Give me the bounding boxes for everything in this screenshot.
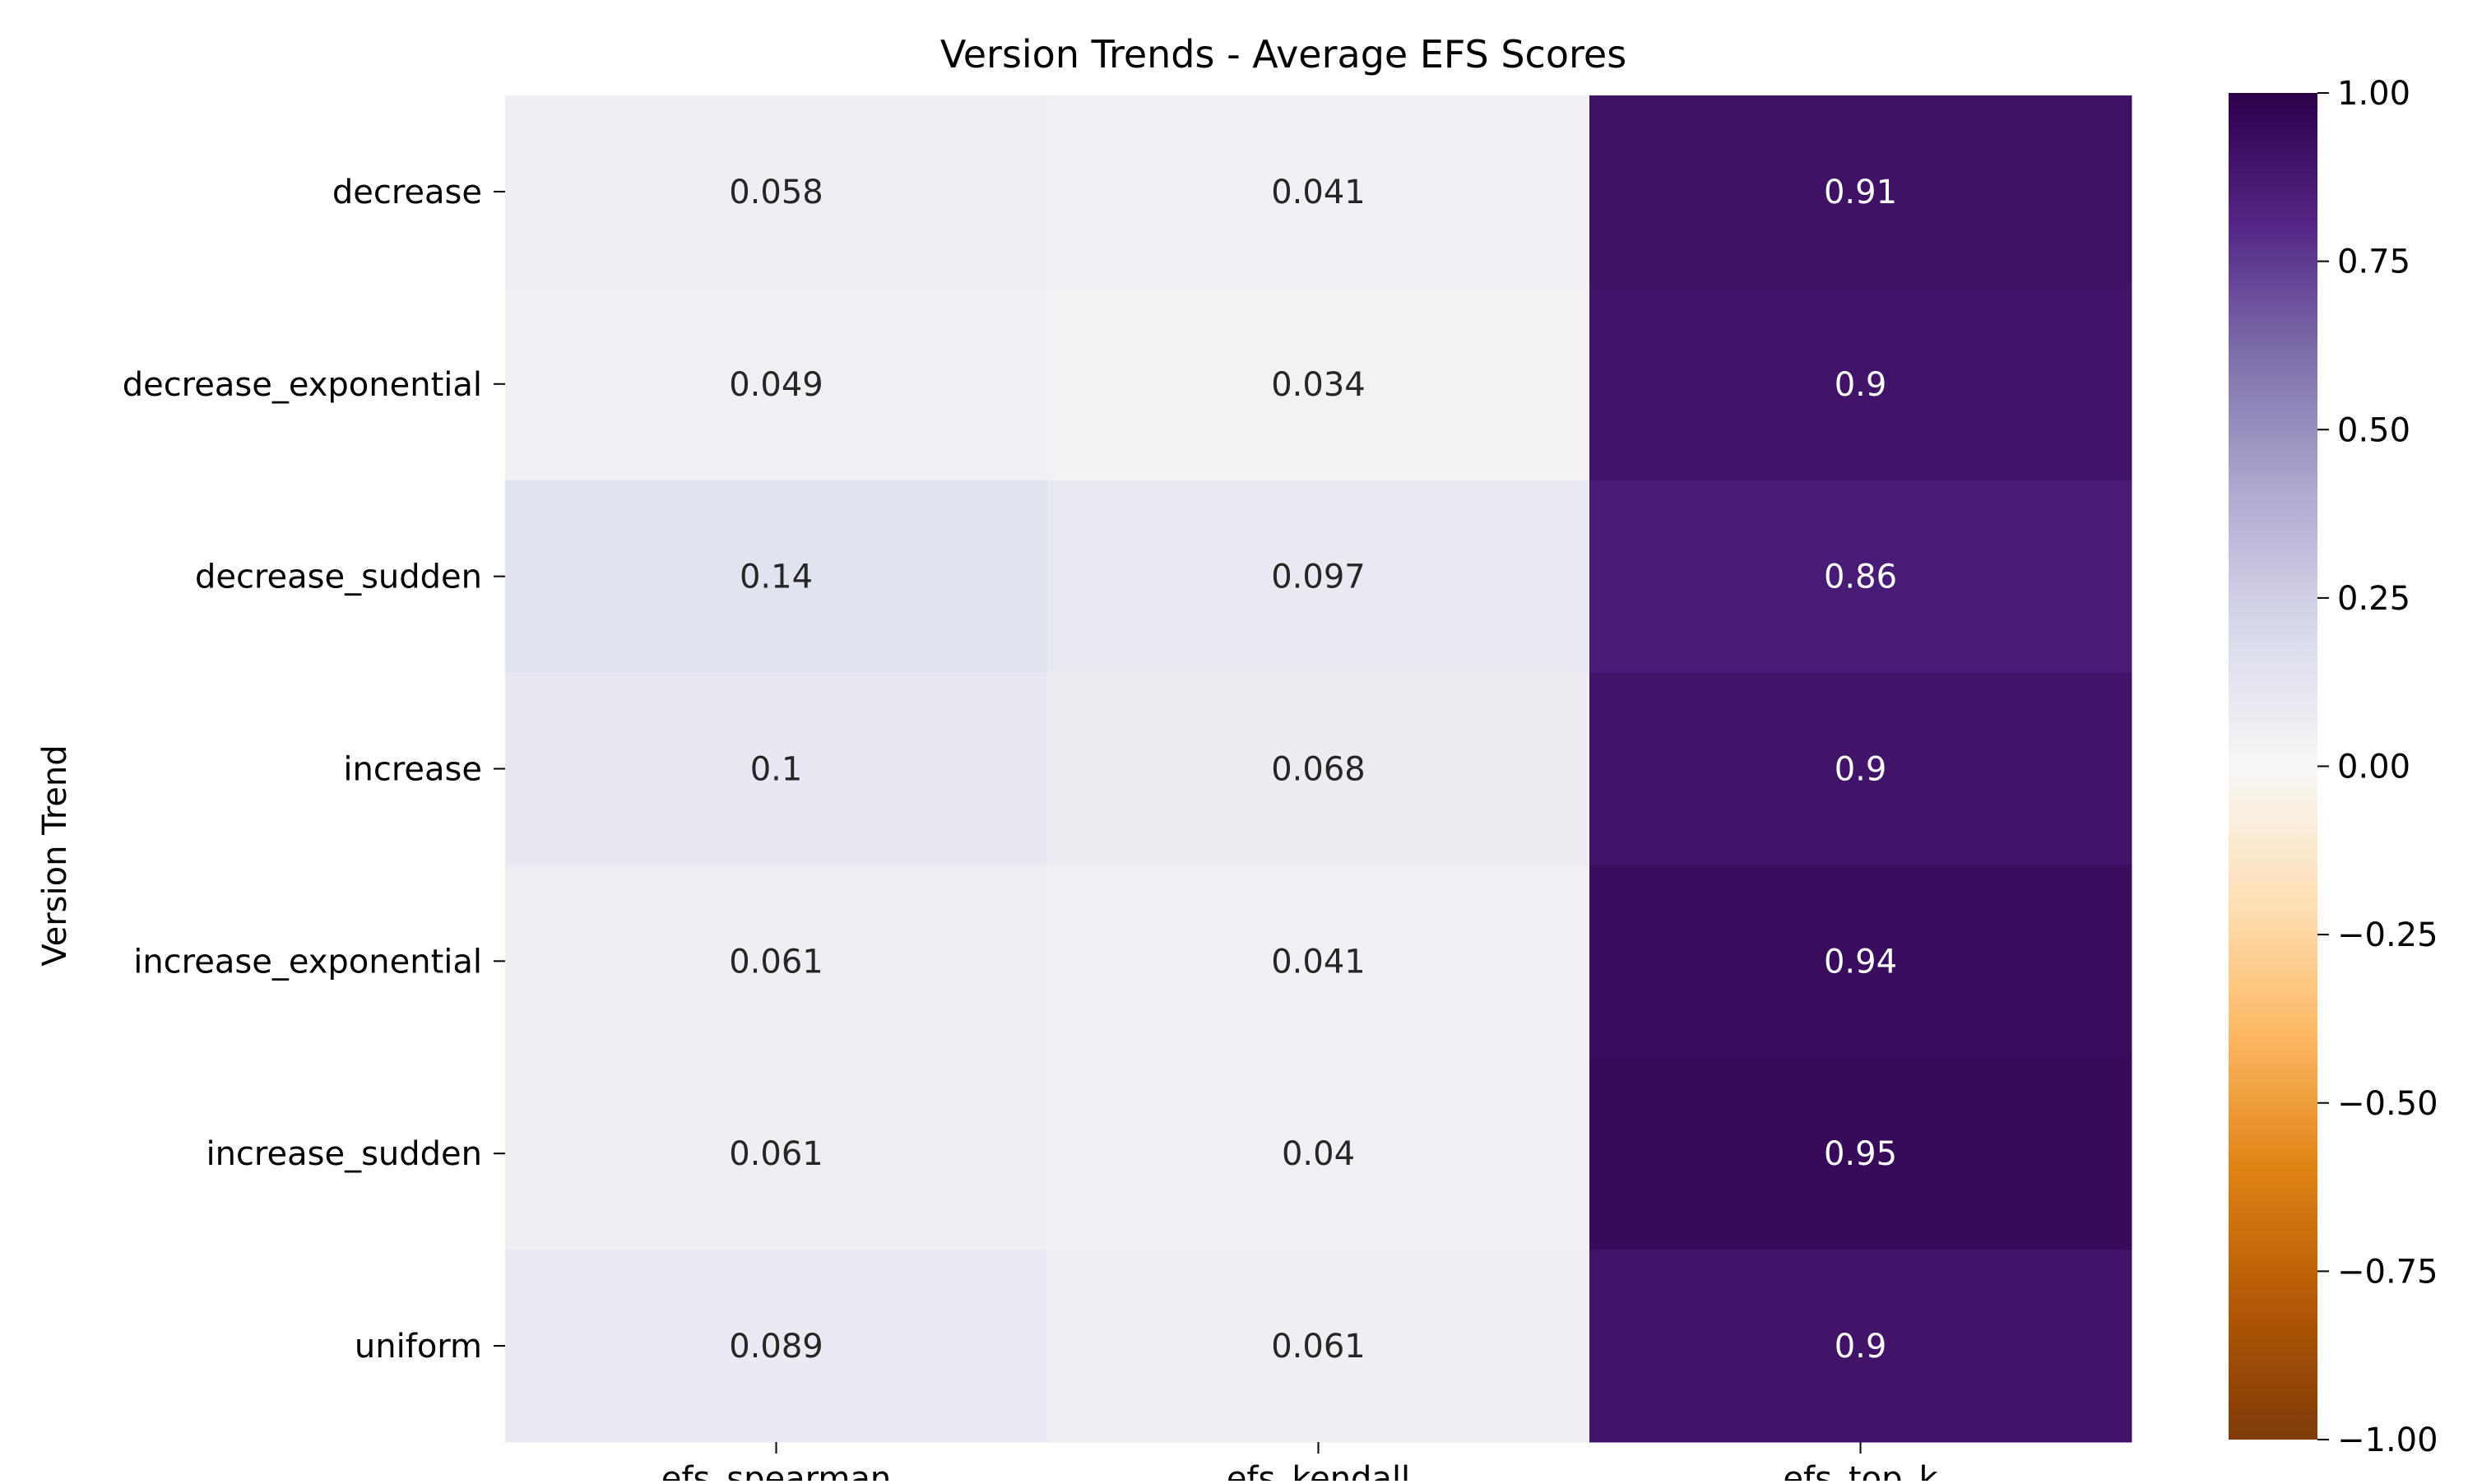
column-tick-labels: efs_spearman efs_kendall efs_top_k xyxy=(661,1442,1938,1484)
cell-value-label: 0.068 xyxy=(1271,751,1366,789)
colorbar-tick-label: 0.25 xyxy=(2337,580,2410,618)
heatmap-cell xyxy=(505,287,1048,481)
heatmap-cell xyxy=(1589,672,2132,865)
heatmap-cell xyxy=(505,1057,1048,1250)
heatmap-cell xyxy=(1589,865,2132,1058)
cell-value-label: 0.1 xyxy=(750,751,803,789)
y-axis-label: Version Trend xyxy=(36,744,74,966)
heatmap-cell xyxy=(1047,95,1590,289)
heatmap-cell xyxy=(1047,480,1590,674)
heatmap-cell xyxy=(505,480,1048,674)
heatmap-cell xyxy=(505,672,1048,865)
row-tick-label: increase_exponential xyxy=(133,943,482,981)
heatmap-cell xyxy=(1589,1057,2132,1250)
cell-value-label: 0.034 xyxy=(1271,366,1366,404)
heatmap-cell-labels: 0.058 0.041 0.91 0.049 0.034 0.9 0.14 0.097 0.86… xyxy=(729,174,1897,1366)
colorbar-gradient xyxy=(2229,93,2317,1440)
row-tick-label: decrease xyxy=(332,174,482,211)
cell-value-label: 0.9 xyxy=(1835,366,1887,404)
heatmap-cell xyxy=(1589,1250,2132,1443)
cell-value-label: 0.058 xyxy=(729,174,823,211)
row-tick-label: increase xyxy=(343,751,482,789)
cell-value-label: 0.91 xyxy=(1824,174,1897,211)
column-tick-label: efs_kendall xyxy=(1227,1460,1410,1481)
cell-value-label: 0.097 xyxy=(1271,559,1366,596)
colorbar-tick-label: 0.50 xyxy=(2337,411,2410,449)
colorbar-tick-label: −1.00 xyxy=(2337,1421,2438,1459)
heatmap-cell xyxy=(1047,1057,1590,1250)
cell-value-label: 0.86 xyxy=(1824,559,1897,596)
column-tick-label: efs_top_k xyxy=(1783,1460,1938,1481)
row-tick-label: decrease_exponential xyxy=(123,366,482,404)
heatmap-cell xyxy=(1047,865,1590,1058)
cell-value-label: 0.9 xyxy=(1835,1328,1887,1366)
colorbar-tick-labels: 1.00 0.75 0.50 0.25 0.00 −0.25 −0.50 −0.75 −1.00 xyxy=(2317,75,2438,1459)
colorbar-tick-label: 0.75 xyxy=(2337,243,2410,281)
cell-value-label: 0.061 xyxy=(729,943,823,981)
cell-value-label: 0.9 xyxy=(1835,751,1887,789)
column-tick-label: efs_spearman xyxy=(661,1460,891,1481)
cell-value-label: 0.049 xyxy=(729,366,823,404)
cell-value-label: 0.04 xyxy=(1282,1135,1355,1173)
row-tick-label: uniform xyxy=(355,1328,482,1366)
heatmap-cells xyxy=(505,95,2132,1443)
cell-value-label: 0.061 xyxy=(1271,1328,1366,1366)
chart-title: Version Trends - Average EFS Scores xyxy=(940,32,1626,77)
heatmap-cell xyxy=(505,1250,1048,1443)
heatmap-cell xyxy=(1047,287,1590,481)
colorbar-tick-label: 0.00 xyxy=(2337,749,2410,786)
cell-value-label: 0.95 xyxy=(1824,1135,1897,1173)
cell-value-label: 0.14 xyxy=(740,559,813,596)
colorbar-tick-label: −0.25 xyxy=(2337,916,2438,954)
row-tick-label: increase_sudden xyxy=(206,1135,482,1173)
heatmap-cell xyxy=(1047,672,1590,865)
colorbar-tick-label: −0.50 xyxy=(2337,1085,2438,1123)
heatmap-cell xyxy=(1589,287,2132,481)
cell-value-label: 0.94 xyxy=(1824,943,1897,981)
heatmap-cell xyxy=(505,865,1048,1058)
heatmap-cell xyxy=(1047,1250,1590,1443)
colorbar-tick-label: 1.00 xyxy=(2337,75,2410,113)
heatmap-cell xyxy=(1589,95,2132,289)
colorbar xyxy=(2229,93,2317,1440)
cell-value-label: 0.061 xyxy=(729,1135,823,1173)
row-tick-labels: decrease decrease_exponential decrease_sud… xyxy=(123,174,505,1366)
cell-value-label: 0.041 xyxy=(1271,174,1366,211)
colorbar-tick-label: −0.75 xyxy=(2337,1253,2438,1291)
cell-value-label: 0.089 xyxy=(729,1328,823,1366)
heatmap-cell xyxy=(1589,480,2132,674)
row-tick-label: decrease_sudden xyxy=(195,559,482,596)
cell-value-label: 0.041 xyxy=(1271,943,1366,981)
heatmap-cell xyxy=(505,95,1048,289)
